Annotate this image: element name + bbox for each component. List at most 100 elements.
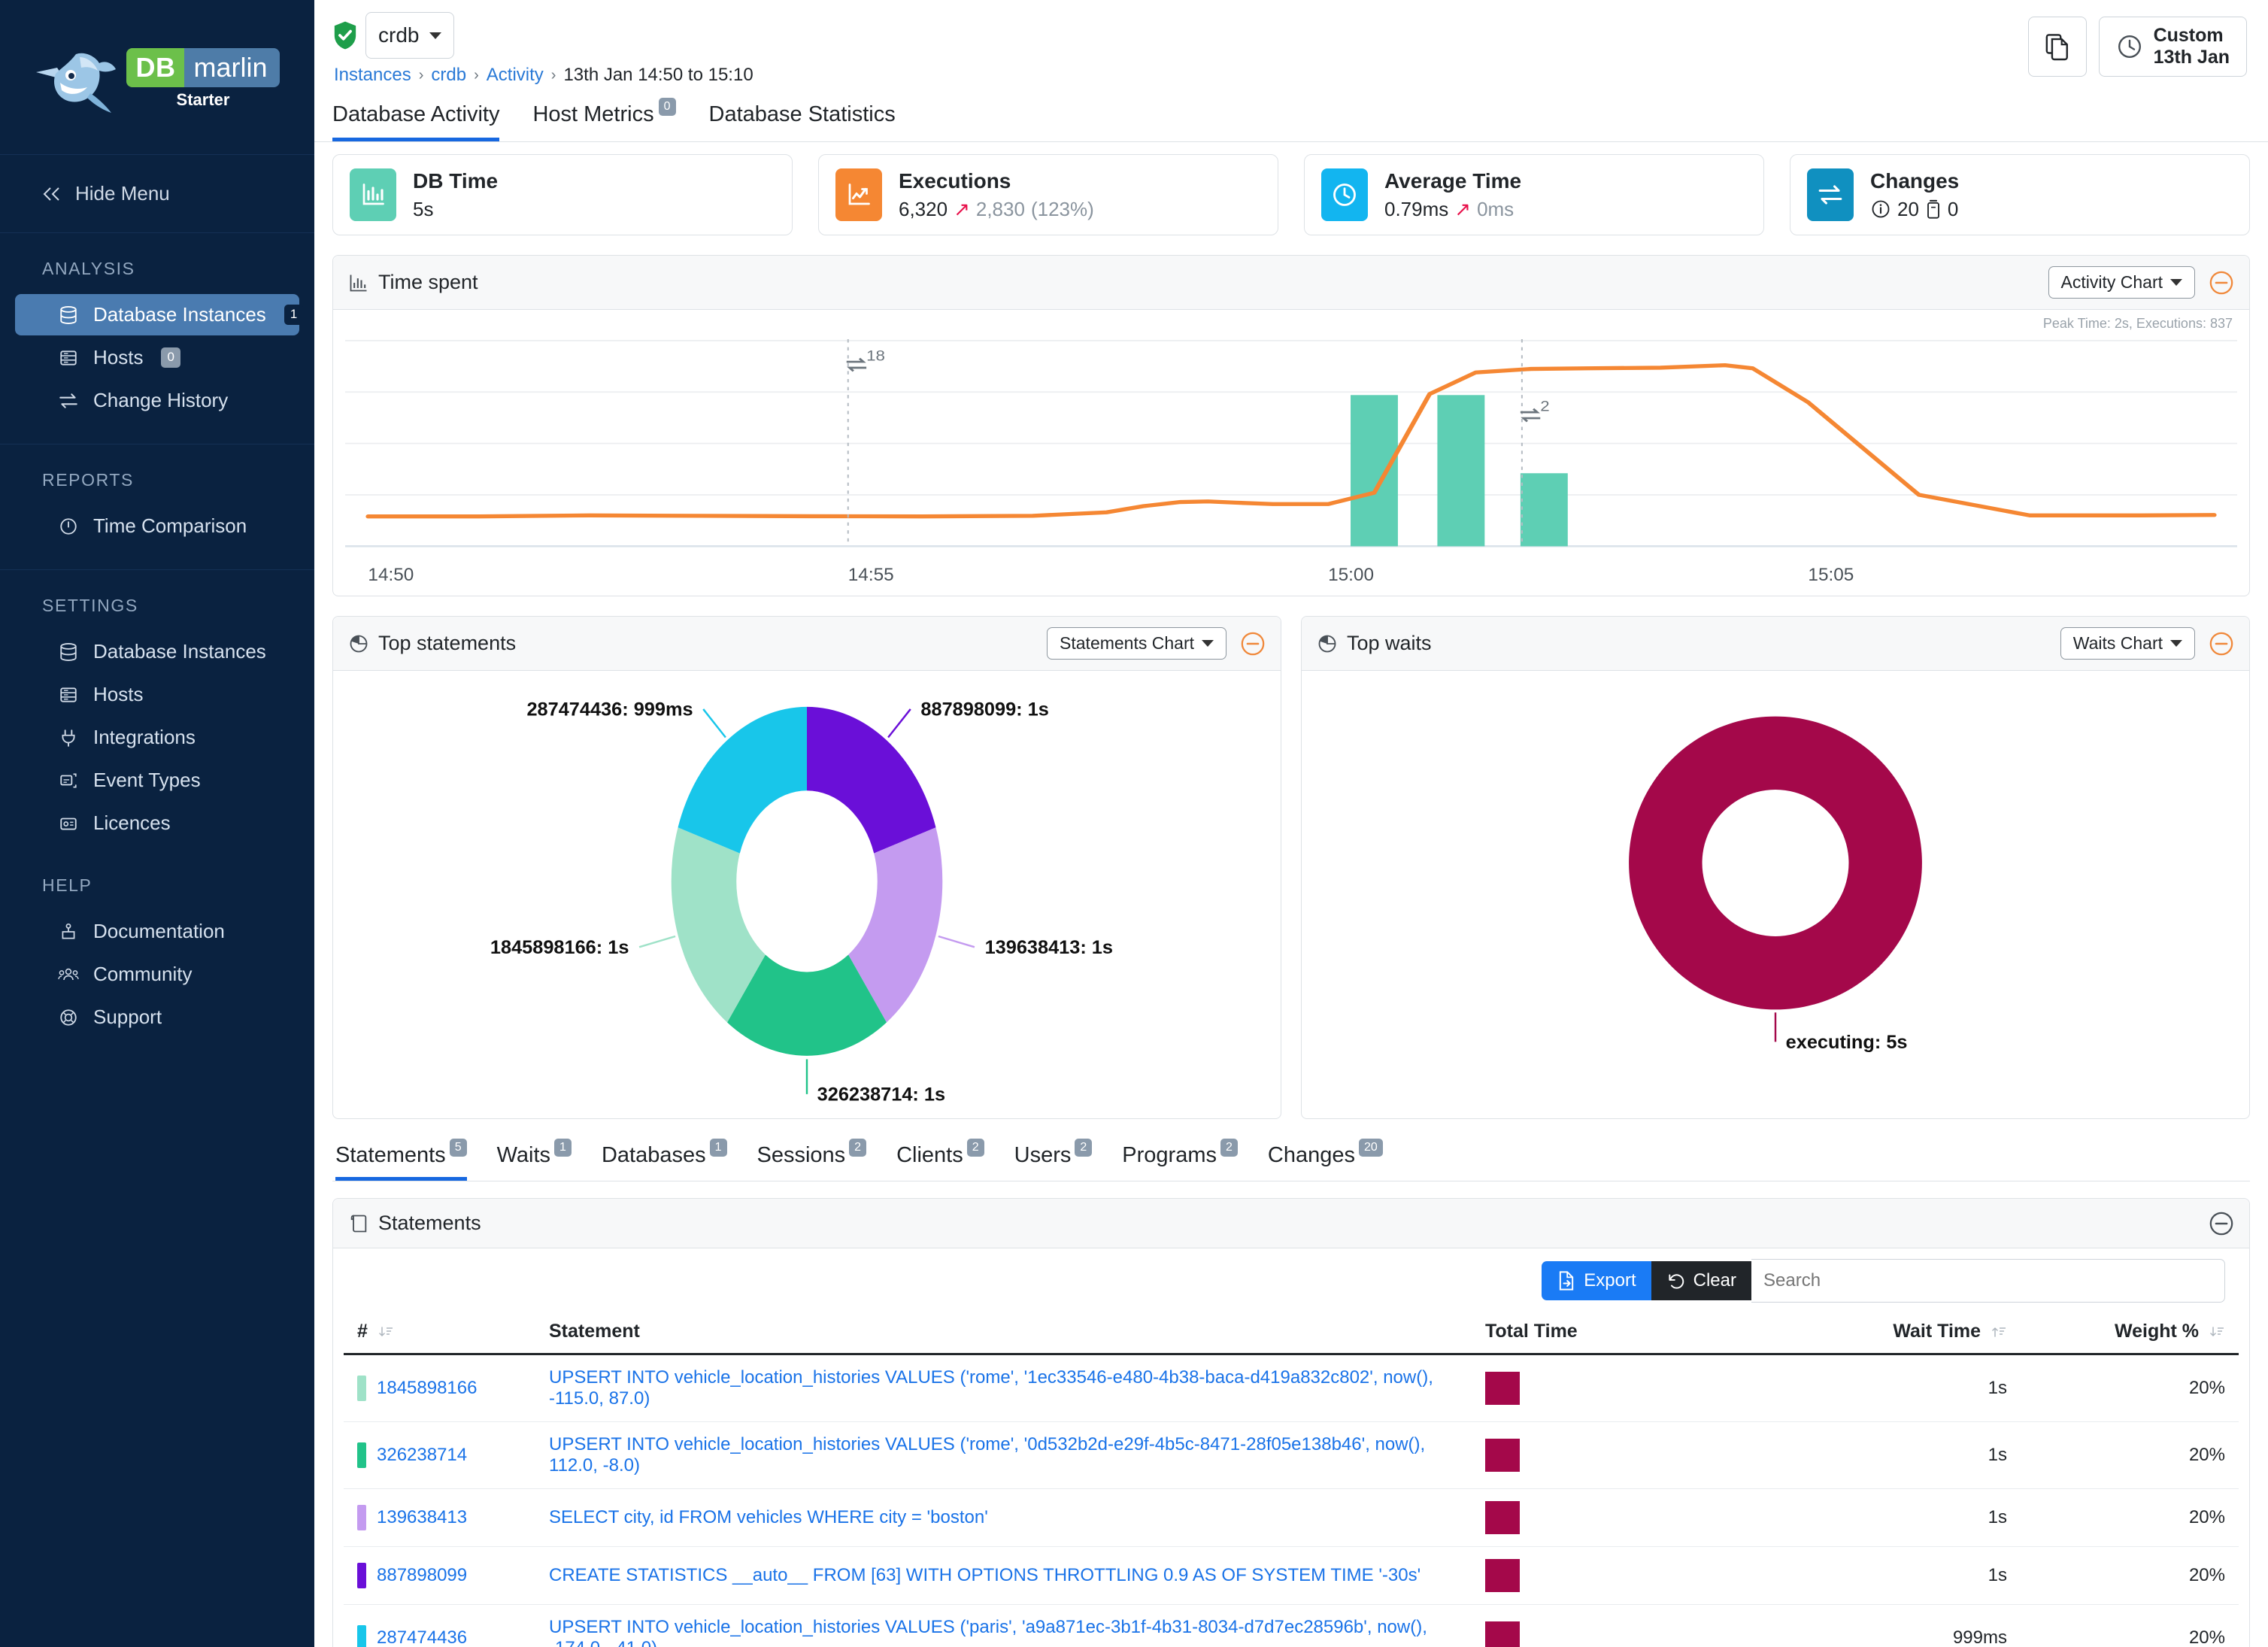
export-button[interactable]: Export — [1542, 1261, 1651, 1300]
sidebar-item-database-instances[interactable]: Database Instances 1 — [15, 294, 304, 335]
kpi-card-average-time[interactable]: Average Time 0.79ms ↗ 0ms — [1304, 154, 1764, 235]
kpi-value: 0.79ms — [1384, 197, 1449, 220]
cell-total-time — [1472, 1421, 1705, 1489]
breadcrumb-item-crdb[interactable]: crdb — [431, 65, 467, 85]
cell-statement: UPSERT INTO vehicle_location_histories V… — [535, 1354, 1472, 1422]
sidebar-item-time-comparison[interactable]: Time Comparison — [15, 505, 299, 547]
top-waits-chart-body: executing: 5s — [1302, 671, 2249, 1118]
activity-chart[interactable]: 18 2 — [345, 334, 2237, 560]
top-statements-panel: Top statements Statements Chart 88789809… — [332, 616, 1281, 1119]
collapse-panel-icon[interactable] — [2209, 1211, 2234, 1236]
sidebar-item-label: Integrations — [93, 726, 196, 748]
tab-waits[interactable]: Waits 1 — [497, 1139, 572, 1181]
export-label: Export — [1584, 1270, 1636, 1291]
collapse-panel-icon[interactable] — [1240, 631, 1266, 657]
col-header-wait-time[interactable]: Wait Time — [1705, 1310, 2021, 1355]
total-time-bar — [1485, 1621, 1520, 1647]
collapse-panel-icon[interactable] — [2209, 631, 2234, 657]
collapse-panel-icon[interactable] — [2209, 270, 2234, 296]
svg-text:1845898166: 1s: 1845898166: 1s — [490, 937, 629, 958]
statement-color-swatch — [357, 1625, 366, 1647]
waits-chart-select[interactable]: Waits Chart — [2060, 627, 2195, 660]
table-row[interactable]: 139638413 SELECT city, id FROM vehicles W… — [344, 1488, 2239, 1547]
table-row[interactable]: 287474436 UPSERT INTO vehicle_location_hi… — [344, 1604, 2239, 1647]
statements-panel: Statements Export Clear — [332, 1198, 2250, 1647]
people-icon — [57, 965, 80, 984]
clear-button[interactable]: Clear — [1651, 1261, 1751, 1300]
kpi-card-changes[interactable]: Changes 20 0 — [1790, 154, 2250, 235]
tab-label: Programs — [1122, 1143, 1217, 1167]
total-time-bar — [1485, 1559, 1520, 1592]
sidebar-item-support[interactable]: Support — [15, 996, 299, 1038]
instance-selector[interactable]: crdb — [365, 12, 455, 59]
kpi-card-db-time[interactable]: DB Time 5s — [332, 154, 793, 235]
top-statements-chart-body: 887898099: 1s 139638413: 1s 326238714: 1s 1… — [333, 671, 1281, 1118]
col-header-weight[interactable]: Weight % — [2021, 1310, 2239, 1355]
statement-id-link[interactable]: 1845898166 — [377, 1378, 478, 1398]
col-header-statement[interactable]: Statement — [535, 1310, 1472, 1355]
kpi-card-executions[interactable]: Executions 6,320 ↗ 2,830 (123%) — [818, 154, 1278, 235]
statement-id-link[interactable]: 287474436 — [377, 1627, 468, 1647]
statements-chart-select[interactable]: Statements Chart — [1047, 627, 1226, 660]
table-row[interactable]: 1845898166 UPSERT INTO vehicle_location_h… — [344, 1354, 2239, 1422]
cell-weight: 20% — [2021, 1604, 2239, 1647]
tab-host-metrics[interactable]: Host Metrics 0 — [532, 98, 676, 141]
statement-text-link[interactable]: UPSERT INTO vehicle_location_histories V… — [549, 1367, 1433, 1409]
sidebar-item-label: Time Comparison — [93, 514, 247, 537]
tab-programs[interactable]: Programs 2 — [1122, 1139, 1238, 1181]
tab-databases[interactable]: Databases 1 — [601, 1139, 727, 1181]
activity-chart-select[interactable]: Activity Chart — [2048, 266, 2195, 299]
search-input[interactable] — [1751, 1259, 2225, 1303]
date-range-button[interactable]: Custom 13th Jan — [2098, 17, 2247, 77]
tab-changes[interactable]: Changes 20 — [1268, 1139, 1383, 1181]
svg-text:14:55: 14:55 — [848, 565, 894, 585]
pie-chart-icon — [350, 635, 368, 652]
sidebar-item-change-history[interactable]: Change History — [15, 380, 299, 421]
database-icon — [57, 642, 80, 662]
trend-up-icon: ↗ — [954, 197, 970, 220]
tab-statements[interactable]: Statements 5 — [335, 1139, 467, 1181]
clock-icon — [57, 517, 80, 536]
top-waits-donut[interactable]: executing: 5s — [1314, 678, 2237, 1106]
col-header-id[interactable]: # — [344, 1310, 535, 1355]
svg-text:139638413: 1s: 139638413: 1s — [985, 937, 1113, 958]
sidebar-item-integrations[interactable]: Integrations — [15, 717, 299, 758]
statement-text-link[interactable]: UPSERT INTO vehicle_location_histories V… — [549, 1617, 1427, 1647]
bar-chart-icon — [350, 168, 396, 221]
sidebar-item-documentation[interactable]: Documentation — [15, 911, 299, 952]
tab-label: Statements — [335, 1143, 446, 1167]
tab-label: Databases — [601, 1143, 706, 1167]
donut-charts-row: Top statements Statements Chart 88789809… — [332, 616, 2250, 1139]
statement-id-link[interactable]: 139638413 — [377, 1507, 468, 1527]
statement-text-link[interactable]: SELECT city, id FROM vehicles WHERE city… — [549, 1507, 988, 1527]
tab-database-statistics[interactable]: Database Statistics — [709, 102, 896, 141]
statement-id-link[interactable]: 887898099 — [377, 1565, 468, 1585]
top-statements-donut[interactable]: 887898099: 1s 139638413: 1s 326238714: 1s 1… — [345, 678, 1269, 1106]
statement-id-link[interactable]: 326238714 — [377, 1445, 468, 1465]
sidebar-item-badge: 1 — [284, 305, 304, 325]
sidebar-item-community[interactable]: Community — [15, 954, 299, 995]
sidebar-item-settings-database-instances[interactable]: Database Instances — [15, 631, 299, 672]
sidebar-item-settings-hosts[interactable]: Hosts — [15, 674, 299, 715]
cell-wait-time: 1s — [1705, 1488, 2021, 1547]
statement-text-link[interactable]: UPSERT INTO vehicle_location_histories V… — [549, 1434, 1426, 1476]
statement-text-link[interactable]: CREATE STATISTICS __auto__ FROM [63] WIT… — [549, 1565, 1421, 1585]
breadcrumb-item-instances[interactable]: Instances — [334, 65, 411, 85]
copy-button[interactable] — [2027, 17, 2087, 77]
tab-users[interactable]: Users 2 — [1014, 1139, 1093, 1181]
sidebar-item-hosts[interactable]: Hosts 0 — [15, 337, 299, 378]
hide-menu-button[interactable]: Hide Menu — [0, 155, 314, 233]
sidebar-item-event-types[interactable]: Event Types — [15, 760, 299, 801]
tab-sessions[interactable]: Sessions 2 — [757, 1139, 867, 1181]
cell-wait-time: 999ms — [1705, 1604, 2021, 1647]
col-header-total-time[interactable]: Total Time — [1472, 1310, 1705, 1355]
tab-database-activity[interactable]: Database Activity — [332, 102, 500, 141]
col-label: Statement — [549, 1321, 640, 1342]
tab-clients[interactable]: Clients 2 — [896, 1139, 984, 1181]
tab-badge: 20 — [1358, 1139, 1383, 1157]
breadcrumb-item-activity[interactable]: Activity — [486, 65, 544, 85]
sidebar-item-licences[interactable]: Licences — [15, 802, 299, 844]
table-row[interactable]: 326238714 UPSERT INTO vehicle_location_hi… — [344, 1421, 2239, 1489]
statements-table-body: 1845898166 UPSERT INTO vehicle_location_h… — [344, 1354, 2239, 1647]
table-row[interactable]: 887898099 CREATE STATISTICS __auto__ FROM… — [344, 1546, 2239, 1605]
